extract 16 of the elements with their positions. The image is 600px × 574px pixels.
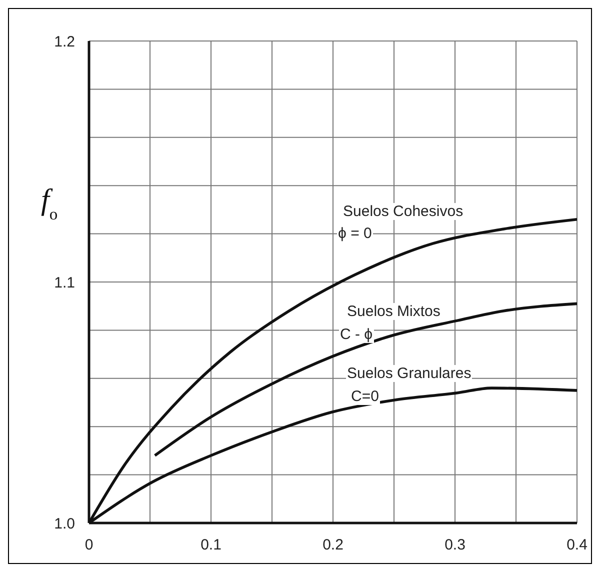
y-tick-label: 1.2 — [54, 33, 75, 50]
y-axis-title: f$_{o}$ — [41, 184, 58, 224]
x-tick-label: 0.3 — [444, 536, 466, 554]
y-tick-label: 1.1 — [54, 274, 75, 292]
annotation: ϕ = 0 — [337, 225, 373, 242]
annotation: C=0 — [350, 388, 380, 405]
x-tick-label: 0.4 — [566, 536, 588, 554]
annotation: Suelos Cohesivos — [342, 203, 464, 220]
annotation: C - ϕ — [339, 326, 374, 343]
line-series — [153, 302, 577, 457]
y-tick-label: 1.0 — [54, 515, 75, 532]
annotation: Suelos Granulares — [346, 365, 472, 382]
x-tick-label: 0.1 — [200, 536, 222, 554]
x-tick-label: 0 — [84, 536, 94, 554]
x-tick-label: 0.2 — [322, 536, 344, 554]
annotation: Suelos Mixtos — [346, 303, 442, 320]
